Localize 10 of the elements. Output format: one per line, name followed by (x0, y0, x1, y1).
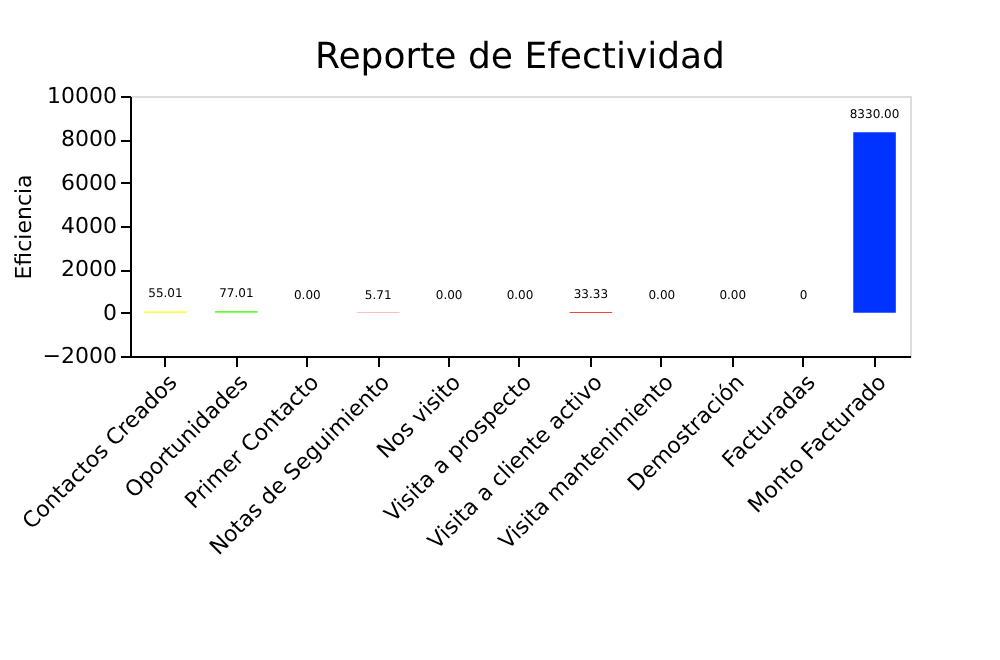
y-tick-label: 2000 (61, 256, 117, 283)
y-axis-title: Eficiencia (10, 174, 37, 280)
chart-title: Reporte de Efectividad (315, 36, 725, 78)
y-tick-label: −2000 (42, 343, 117, 369)
y-tick-label: 6000 (61, 169, 117, 196)
y-tick-label: 0 (103, 299, 117, 326)
y-tick-label: 8000 (61, 126, 117, 153)
bar (853, 132, 896, 313)
y-tick-label: 4000 (61, 213, 117, 239)
y-tick-label: 10000 (47, 83, 117, 109)
